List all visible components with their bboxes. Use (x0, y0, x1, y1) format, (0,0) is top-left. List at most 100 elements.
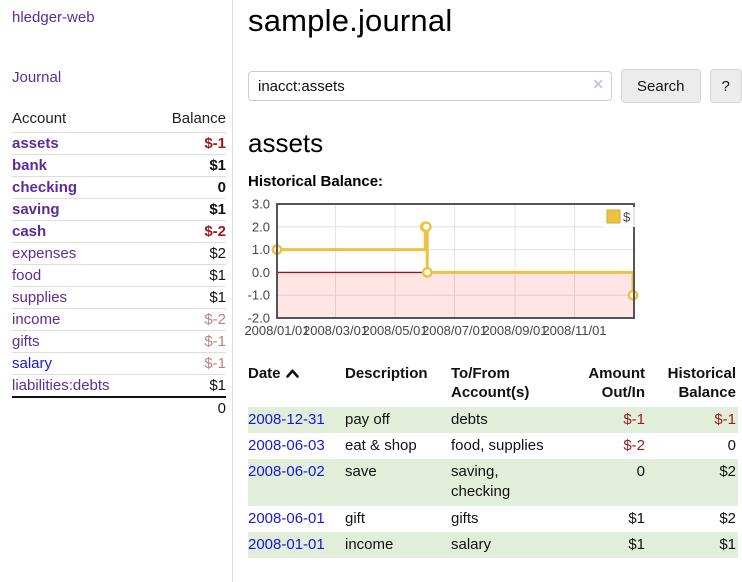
transaction-balance: $2 (719, 509, 736, 527)
search-form: ✕ Search ? (248, 69, 742, 103)
transaction-accounts: food, supplies (451, 436, 544, 454)
accounts-header-account: Account (12, 110, 67, 127)
account-row: liabilities:debts $1 (12, 374, 226, 397)
register-row: 2008-01-01 income salary $1 $1 (248, 531, 738, 558)
transaction-accounts: salary (451, 535, 492, 553)
sidebar-account-bank[interactable]: bank (12, 157, 48, 174)
transaction-date-link[interactable]: 2008-06-03 (248, 436, 325, 454)
register-row: 2008-06-01 gift gifts $1 $2 (248, 506, 738, 532)
svg-text:-2.0: -2.0 (248, 311, 270, 326)
register-table: Date Description To/From Account(s) Amou… (248, 362, 738, 558)
register-header-row: Date Description To/From Account(s) Amou… (248, 362, 738, 407)
account-row: food $1 (12, 264, 226, 287)
transaction-accounts: saving, checking (451, 463, 511, 501)
sidebar-account-cash[interactable]: cash (12, 223, 47, 240)
svg-text:3.0: 3.0 (252, 197, 270, 212)
account-balance: $-1 (149, 132, 226, 155)
account-row: saving $1 (12, 198, 226, 221)
account-row: income $-2 (12, 308, 226, 331)
journal-link[interactable]: Journal (12, 69, 62, 86)
account-balance: $1 (149, 374, 226, 397)
transaction-description: eat & shop (345, 436, 417, 454)
transaction-balance: $1 (719, 535, 736, 553)
account-row: bank $1 (12, 154, 226, 177)
account-row: expenses $2 (12, 242, 226, 265)
search-box: ✕ (248, 71, 612, 101)
register-header-date[interactable]: Date (248, 362, 345, 407)
register-header-date-label: Date (248, 365, 281, 382)
account-balance: $1 (149, 154, 226, 177)
transaction-date-link[interactable]: 2008-06-02 (248, 463, 325, 480)
sidebar-account-supplies[interactable]: supplies (12, 289, 68, 306)
transaction-amount: $1 (628, 535, 645, 553)
transaction-date-link[interactable]: 2008-06-01 (248, 509, 325, 527)
sidebar-account-assets[interactable]: assets (12, 135, 59, 152)
account-balance: $1 (149, 286, 226, 309)
register-header-balance: Historical Balance (667, 365, 736, 401)
register-header-amount: Amount Out/In (588, 365, 645, 401)
account-row: gifts $-1 (12, 330, 226, 353)
transaction-amount: $1 (628, 509, 645, 527)
transaction-description: pay off (345, 410, 390, 428)
app-title: hledger-web (12, 9, 226, 26)
sidebar-account-income[interactable]: income (12, 311, 61, 328)
transaction-description: gift (345, 509, 366, 527)
nav-journal: Journal (12, 69, 226, 86)
transaction-balance: 0 (727, 436, 736, 454)
accounts-total: 0 (149, 396, 226, 419)
transaction-date-link[interactable]: 2008-12-31 (248, 410, 325, 428)
register-row: 2008-12-31 pay off debts $-1 $-1 (248, 406, 738, 433)
sidebar: hledger-web Journal Account Balance asse… (0, 0, 233, 582)
svg-text:-1.0: -1.0 (248, 288, 270, 303)
clear-search-icon[interactable]: ✕ (592, 76, 604, 92)
svg-text:2008/01/01: 2008/01/01 (244, 323, 309, 338)
transaction-date-link[interactable]: 2008-01-01 (248, 535, 325, 553)
transaction-accounts: debts (451, 410, 488, 428)
account-page-title: assets (248, 128, 324, 158)
account-row: cash $-2 (12, 220, 226, 243)
sidebar-account-salary[interactable]: salary (12, 355, 53, 372)
app-title-link[interactable]: hledger-web (12, 9, 95, 26)
account-balance: $-2 (149, 220, 226, 243)
svg-text:0.0: 0.0 (252, 265, 270, 280)
search-button[interactable]: Search (621, 69, 701, 103)
sidebar-account-liabilities-debts[interactable]: liabilities:debts (12, 377, 110, 394)
transaction-amount: $-2 (623, 436, 645, 454)
account-row: salary $-1 (12, 352, 226, 375)
page-title: sample.journal (248, 3, 453, 38)
search-input[interactable] (248, 71, 612, 101)
svg-text:2008/09/01: 2008/09/01 (482, 323, 547, 338)
account-row: assets $-1 (12, 132, 226, 155)
svg-text:$: $ (623, 210, 631, 225)
sidebar-account-food[interactable]: food (12, 267, 42, 284)
accounts-total-row: 0 (12, 396, 226, 419)
account-row: checking 0 (12, 176, 226, 199)
register-row: 2008-06-03 eat & shop food, supplies $-2… (248, 433, 738, 459)
main-content: sample.journal ✕ Search ? assets Histori… (244, 0, 742, 558)
sidebar-account-expenses[interactable]: expenses (12, 245, 77, 262)
accounts-header-row: Account Balance (12, 107, 226, 133)
register-header-accounts: To/From Account(s) (451, 365, 530, 401)
transaction-accounts: gifts (451, 509, 479, 527)
sidebar-account-saving[interactable]: saving (12, 201, 60, 218)
transaction-description: income (345, 535, 394, 553)
sidebar-account-checking[interactable]: checking (12, 179, 78, 196)
transaction-amount: $-1 (623, 410, 645, 428)
accounts-table: Account Balance assets $-1 bank $1 check… (12, 107, 226, 419)
svg-text:2.0: 2.0 (252, 219, 270, 234)
account-balance: $1 (149, 264, 226, 287)
chart-svg: 3.0 2.0 1.0 0.0 -1.0 -2.02008/01/012008/03/01… (244, 197, 639, 338)
chart-label: Historical Balance: (248, 173, 384, 190)
accounts-header-balance: Balance (171, 110, 226, 127)
svg-text:2008/07/01: 2008/07/01 (422, 323, 487, 338)
account-balance: $-1 (149, 330, 226, 353)
sidebar-account-gifts[interactable]: gifts (12, 333, 40, 350)
svg-text:2008/03/01: 2008/03/01 (303, 323, 368, 338)
register-header-description: Description (345, 365, 428, 382)
account-balance: $-1 (149, 352, 226, 375)
transaction-balance: $2 (719, 463, 736, 480)
transaction-amount: 0 (636, 463, 645, 480)
svg-text:1.0: 1.0 (252, 242, 270, 257)
sort-ascending-icon (285, 365, 299, 384)
help-button[interactable]: ? (709, 69, 742, 103)
